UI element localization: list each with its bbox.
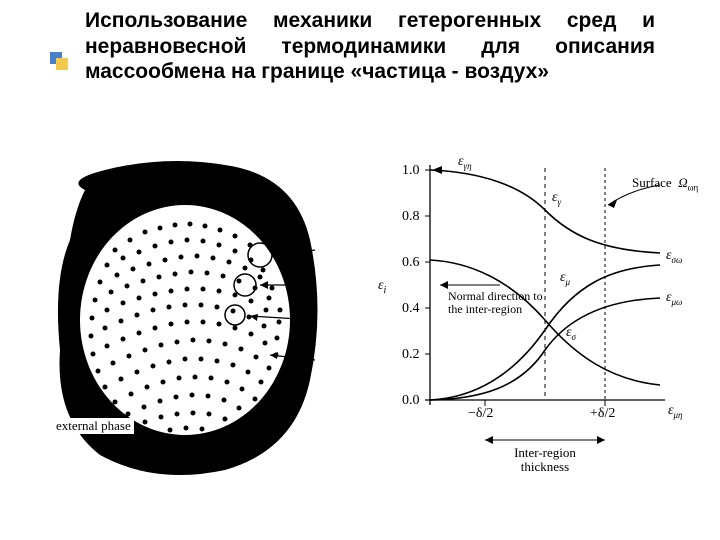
inter-region-label: Inter-region thickness	[500, 446, 590, 475]
normal-direction-label: Normal direction to the inter-region	[448, 290, 558, 316]
y-axis-label: εi	[378, 278, 386, 296]
curve-label-gamma: εγ	[552, 190, 561, 207]
curve-label-sigma-omega: εσω	[666, 248, 682, 265]
slide-title: Использование механики гетерогенных сред…	[85, 8, 655, 85]
bullet-marker	[50, 52, 68, 70]
ytick-3: 0.6	[402, 255, 420, 271]
ytick-1: 0.2	[402, 347, 420, 363]
particle-figure: external phase	[45, 150, 325, 490]
surface-label: Surface Ωωη	[632, 175, 698, 193]
external-phase-label: external phase	[53, 418, 134, 434]
xtick-left: −δ/2	[468, 406, 493, 422]
x-axis-label: εμη	[668, 403, 683, 420]
slide-title-area: Использование механики гетерогенных сред…	[85, 8, 655, 85]
ytick-0: 0.0	[402, 393, 420, 409]
interface-chart: 0.0 0.2 0.4 0.6 0.8 1.0 −δ/2 +δ/2 εi εμη…	[370, 150, 700, 490]
ytick-2: 0.4	[402, 301, 420, 317]
curve-label-sigma: εσ	[566, 325, 576, 342]
ytick-4: 0.8	[402, 209, 420, 225]
ytick-5: 1.0	[402, 163, 420, 179]
xtick-right: +δ/2	[590, 406, 615, 422]
curve-label-gamma-eta: εγη	[458, 154, 472, 171]
curve-label-mu-omega: εμω	[666, 290, 682, 307]
curve-label-mu: εμ	[560, 270, 570, 287]
